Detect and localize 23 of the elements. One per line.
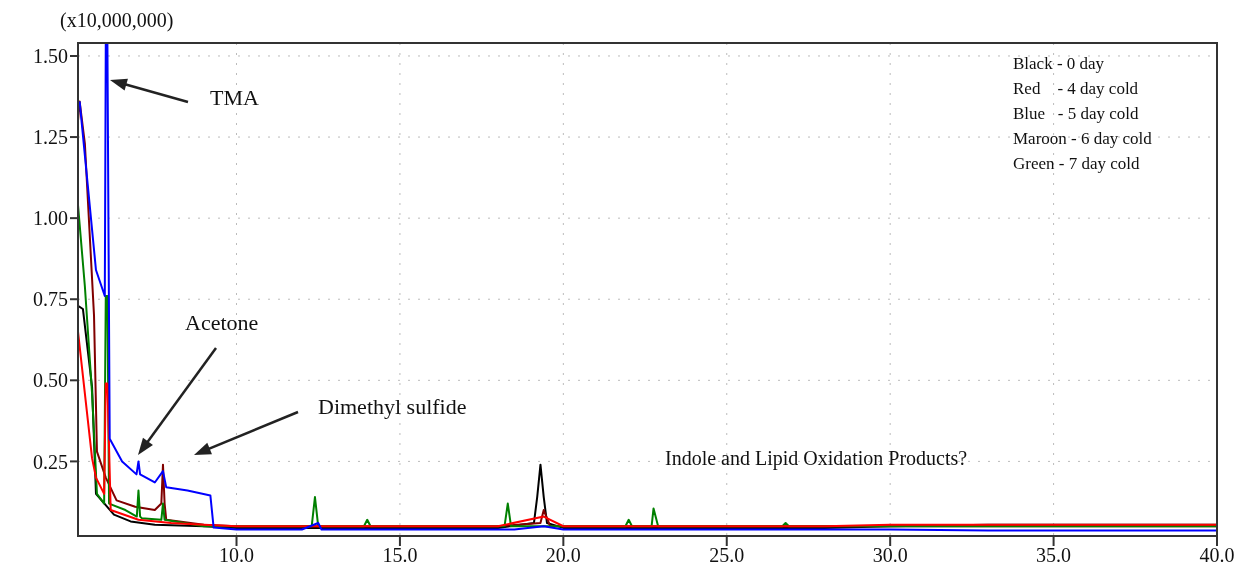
x-tick-label: 10.0 <box>219 544 255 567</box>
y-tick-label: 0.50 <box>33 369 68 392</box>
x-tick-label: 40.0 <box>1199 544 1235 567</box>
x-tick-label: 30.0 <box>872 544 908 567</box>
annotation: TMA <box>210 85 259 111</box>
x-tick-label: 25.0 <box>709 544 745 567</box>
y-axis-title: (x10,000,000) <box>60 8 174 32</box>
y-tick-label: 0.25 <box>33 450 68 473</box>
annotation: Green - 7 day cold <box>1013 153 1140 173</box>
annotation: Blue - 5 day cold <box>1013 103 1140 123</box>
y-tick-label: 0.75 <box>33 288 68 311</box>
annotation: Maroon - 6 day cold <box>1013 128 1153 148</box>
annotation: Black - 0 day <box>1013 53 1105 73</box>
x-tick-label: 20.0 <box>545 544 581 567</box>
y-tick-label: 1.50 <box>33 45 68 68</box>
x-tick-label: 35.0 <box>1036 544 1072 567</box>
annotation: Dimethyl sulfide <box>318 394 467 420</box>
y-tick-label: 1.00 <box>33 207 68 230</box>
annotation: Indole and Lipid Oxidation Products? <box>665 446 968 470</box>
annotation: Acetone <box>185 310 259 336</box>
annotation: Red - 4 day cold <box>1013 78 1139 98</box>
y-tick-label: 1.25 <box>33 126 68 149</box>
x-tick-label: 15.0 <box>382 544 418 567</box>
